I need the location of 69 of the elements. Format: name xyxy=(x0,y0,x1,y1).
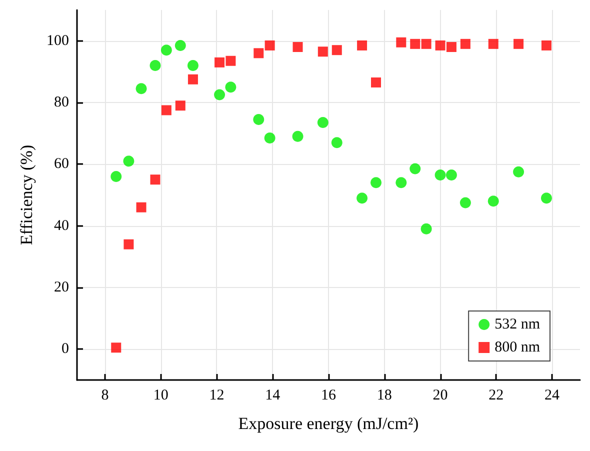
y-tick-label: 80 xyxy=(54,94,69,110)
point xyxy=(264,132,276,144)
point xyxy=(253,114,264,125)
y-axis-title: Efficiency (%) xyxy=(17,144,36,246)
point xyxy=(396,177,407,188)
point xyxy=(292,42,303,52)
point xyxy=(410,38,420,49)
point xyxy=(371,77,382,88)
point xyxy=(123,156,134,167)
point xyxy=(161,105,172,116)
point xyxy=(488,38,498,49)
point xyxy=(317,117,328,128)
point xyxy=(225,82,236,93)
point xyxy=(214,57,225,68)
point xyxy=(435,40,446,50)
y-tick-label: 40 xyxy=(54,218,69,234)
point xyxy=(254,48,264,58)
point xyxy=(540,192,552,204)
point xyxy=(410,163,421,174)
point xyxy=(356,192,368,204)
point xyxy=(460,197,471,208)
x-tick-label: 18 xyxy=(376,388,392,404)
point xyxy=(488,196,499,207)
point xyxy=(175,100,186,111)
point xyxy=(110,171,122,182)
point xyxy=(434,169,446,180)
point xyxy=(357,40,368,50)
point xyxy=(226,56,236,66)
point xyxy=(370,177,382,188)
point xyxy=(150,174,160,185)
point xyxy=(446,42,456,52)
point xyxy=(420,223,432,234)
x-axis-title: Exposure energy (mJ/cm²) xyxy=(238,414,419,433)
point xyxy=(160,44,172,56)
point xyxy=(396,37,406,48)
point xyxy=(318,46,328,57)
point xyxy=(292,130,304,142)
point xyxy=(513,166,524,178)
y-tick-label: 20 xyxy=(54,280,69,296)
x-tick-label: 16 xyxy=(321,388,336,404)
x-tick-label: 20 xyxy=(432,388,448,404)
x-tick-label: 8 xyxy=(101,388,109,404)
point xyxy=(264,40,275,50)
point xyxy=(136,83,147,94)
point xyxy=(188,74,198,84)
x-tick-label: 10 xyxy=(153,388,168,404)
y-tick-label: 100 xyxy=(46,32,69,49)
point xyxy=(331,137,342,148)
point xyxy=(187,60,198,71)
point xyxy=(136,202,146,212)
point xyxy=(446,169,457,180)
point xyxy=(111,342,122,353)
legend-label: 800 nm xyxy=(494,340,540,356)
x-tick-label: 12 xyxy=(209,388,224,404)
point xyxy=(332,45,342,56)
y-tick-label: 0 xyxy=(62,341,69,358)
x-tick-label: 24 xyxy=(544,388,560,404)
x-tick-label: 14 xyxy=(265,388,281,404)
point xyxy=(541,40,552,50)
point xyxy=(214,89,226,100)
y-tick-label: 60 xyxy=(54,156,69,172)
x-tick-label: 22 xyxy=(488,388,504,404)
point xyxy=(124,239,134,250)
legend-label: 532 nm xyxy=(494,316,540,332)
point xyxy=(174,40,186,51)
point xyxy=(421,38,432,49)
point xyxy=(460,38,470,49)
point xyxy=(150,60,161,71)
point xyxy=(514,38,524,49)
